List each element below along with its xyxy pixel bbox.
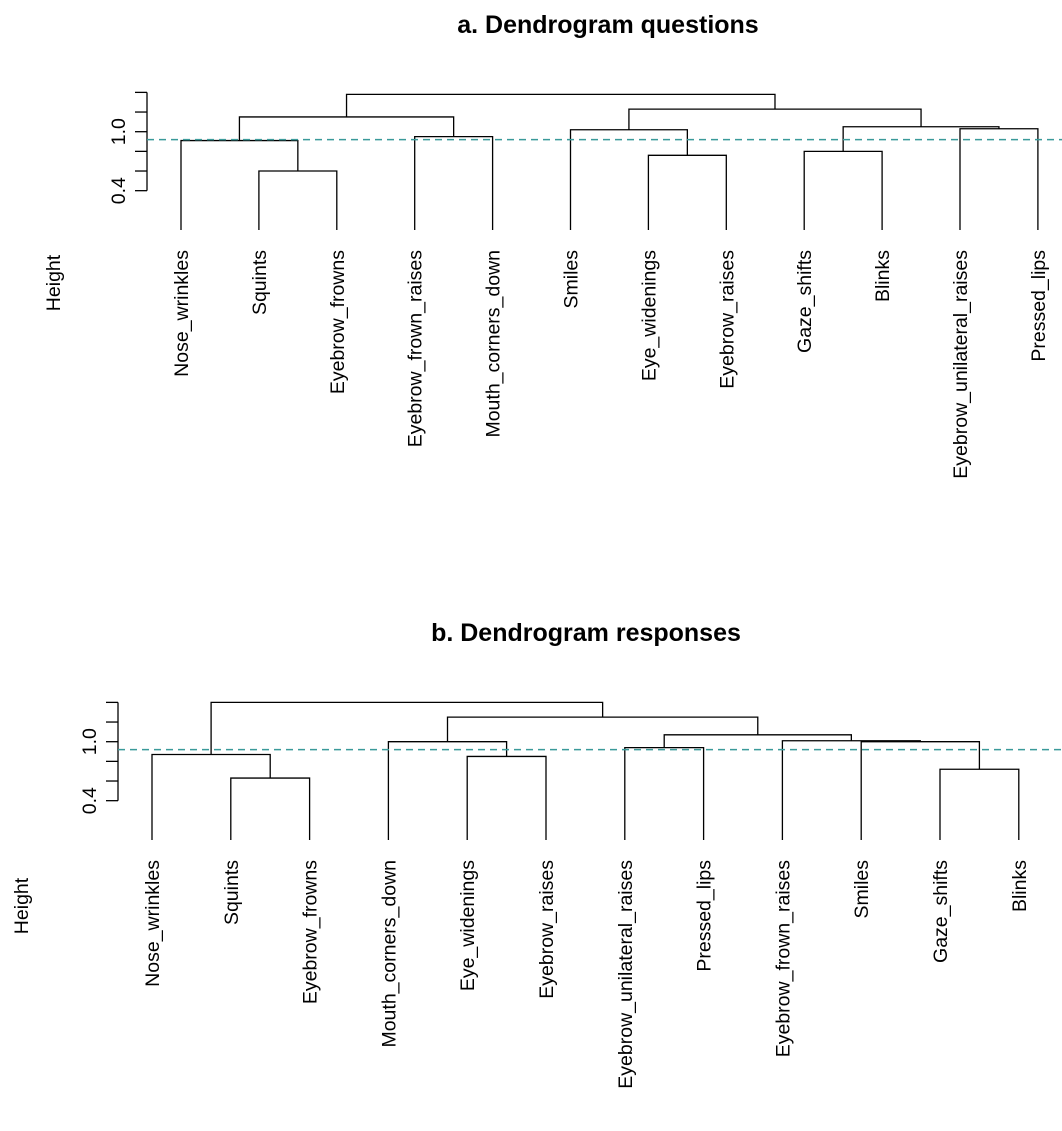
leaf-label: Eyebrow_frown_raises — [772, 860, 794, 1058]
leaf-label: Eyebrow_unilateral_raises — [615, 860, 637, 1089]
dendrogram-branch — [569, 129, 688, 230]
leaf-labels: Nose_wrinkles Squints Eyebrow_frowns Mou… — [142, 860, 1031, 1089]
chart-title: a. Dendrogram questions — [457, 11, 758, 39]
dendrogram-branch — [446, 716, 759, 742]
y-axis-label: Height — [11, 877, 33, 934]
dendrogram-branches — [180, 93, 1039, 230]
leaf-label: Smiles — [851, 860, 873, 919]
dendrogram-branch — [803, 150, 883, 230]
dendrogram-questions-panel: a. Dendrogram questions Height 0.4 1.0 N… — [43, 11, 1062, 479]
leaf-label: Squints — [221, 860, 243, 925]
y-tick-label: 1.0 — [79, 728, 101, 755]
leaf-label: Eyebrow_raises — [536, 860, 558, 999]
leaf-label: Eyebrow_frown_raises — [405, 250, 427, 448]
dendrogram-branch — [624, 746, 705, 840]
leaf-label: Gaze_shifts — [794, 250, 816, 353]
y-tick-labels: 0.4 1.0 — [79, 728, 101, 814]
leaf-labels: Nose_wrinkles Squints Eyebrow_frowns Eye… — [171, 250, 1050, 479]
leaf-label: Nose_wrinkles — [142, 860, 164, 987]
dendrogram-branch — [466, 755, 547, 840]
leaf-label: Blinks — [872, 250, 894, 302]
dendrogram-branch — [860, 741, 981, 840]
leaf-label: Eyebrow_raises — [716, 250, 738, 389]
dendrogram-branch — [939, 768, 1020, 840]
y-axis — [135, 91, 148, 192]
leaf-label: Eyebrow_frowns — [327, 250, 349, 394]
dendrogram-branch — [345, 93, 776, 117]
leaf-label: Eye_widenings — [638, 250, 660, 381]
dendrogram-branch — [959, 128, 1039, 230]
y-tick-label: 0.4 — [108, 177, 130, 204]
dendrogram-branch — [258, 170, 338, 230]
dendrogram-branches — [151, 701, 1020, 840]
leaf-label: Smiles — [561, 250, 583, 309]
dendrogram-branch — [151, 753, 271, 840]
leaf-label: Gaze_shifts — [930, 860, 952, 963]
dendrogram-branch — [180, 139, 299, 230]
dendrogram-branch — [230, 777, 311, 840]
leaf-label: Pressed_lips — [1028, 250, 1050, 362]
leaf-label: Eyebrow_frowns — [300, 860, 322, 1004]
leaf-label: Nose_wrinkles — [171, 250, 193, 377]
leaf-label: Mouth_corners_down — [483, 250, 505, 438]
dendrogram-branch — [647, 154, 727, 230]
leaf-label: Eyebrow_unilateral_raises — [950, 250, 972, 479]
y-tick-label: 1.0 — [108, 118, 130, 145]
dendrogram-branch — [210, 701, 604, 755]
leaf-label: Pressed_lips — [694, 860, 716, 972]
y-tick-label: 0.4 — [79, 787, 101, 814]
leaf-label: Blinks — [1009, 860, 1031, 912]
dendrogram-branch — [781, 740, 921, 840]
dendrogram-responses-panel: b. Dendrogram responses Height 0.4 1.0 N… — [11, 619, 1062, 1089]
chart-title: b. Dendrogram responses — [431, 619, 741, 647]
y-axis-label: Height — [43, 254, 65, 311]
leaf-label: Squints — [249, 250, 271, 315]
leaf-label: Mouth_corners_down — [378, 860, 400, 1048]
y-tick-labels: 0.4 1.0 — [108, 118, 130, 204]
dendrogram-branch — [414, 135, 494, 230]
leaf-label: Eye_widenings — [457, 860, 479, 991]
y-axis — [106, 701, 119, 802]
